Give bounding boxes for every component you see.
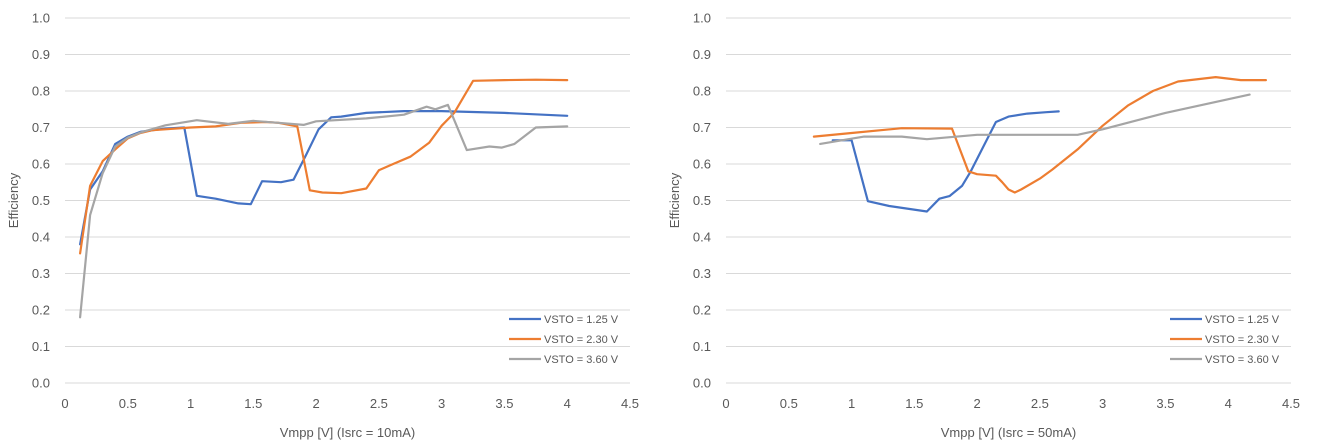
chart-left: 0.0 0.1 0.2 0.3 0.4 0.5 0.6 0.7 0.8 0.9 1.0 0 0.5 1 1.… bbox=[6, 11, 639, 441]
series-line-3 bbox=[79, 103, 569, 319]
x-tick-label: 2 bbox=[973, 396, 980, 411]
y-tick-label: 0.0 bbox=[693, 376, 711, 391]
legend-label-2: VSTO = 2.30 V bbox=[544, 334, 619, 346]
y-tick-label: 0.2 bbox=[693, 303, 711, 318]
y-tick-label: 0.1 bbox=[32, 339, 50, 354]
legend-label-1: VSTO = 1.25 V bbox=[1205, 314, 1280, 326]
y-axis-title: Efficiency bbox=[667, 172, 682, 228]
series-line-3 bbox=[819, 93, 1251, 145]
y-tick-label: 0.6 bbox=[32, 157, 50, 172]
x-tick-label: 0 bbox=[722, 396, 729, 411]
x-tick-label: 4.5 bbox=[1282, 396, 1300, 411]
x-tick-label: 0.5 bbox=[119, 396, 137, 411]
y-tick-label: 0.2 bbox=[32, 303, 50, 318]
x-tick-label: 3 bbox=[1099, 396, 1106, 411]
x-tick-label: 3.5 bbox=[495, 396, 513, 411]
y-tick-label: 0.0 bbox=[32, 376, 50, 391]
x-tick-label: 2.5 bbox=[1031, 396, 1049, 411]
y-tick-label: 0.8 bbox=[693, 84, 711, 99]
legend-label-2: VSTO = 2.30 V bbox=[1205, 334, 1280, 346]
x-tick-label: 4 bbox=[1225, 396, 1232, 411]
legend-label-1: VSTO = 1.25 V bbox=[544, 314, 619, 326]
legend-label-3: VSTO = 3.60 V bbox=[1205, 354, 1280, 366]
y-tick-label: 0.3 bbox=[693, 266, 711, 281]
x-axis-title: Vmpp [V] (Isrc = 10mA) bbox=[280, 425, 415, 440]
x-tick-label: 3.5 bbox=[1156, 396, 1174, 411]
x-tick-label: 4.5 bbox=[621, 396, 639, 411]
x-tick-label: 1.5 bbox=[905, 396, 923, 411]
y-axis-title: Efficiency bbox=[6, 172, 21, 228]
y-tick-label: 0.9 bbox=[32, 47, 50, 62]
y-tick-label: 0.7 bbox=[32, 120, 50, 135]
x-tick-label: 1 bbox=[187, 396, 194, 411]
y-tick-label: 0.7 bbox=[693, 120, 711, 135]
y-tick-label: 0.5 bbox=[32, 193, 50, 208]
y-tick-label: 0.4 bbox=[693, 230, 711, 245]
y-tick-label: 0.9 bbox=[693, 47, 711, 62]
x-tick-label: 2 bbox=[312, 396, 319, 411]
chart-right: 0.0 0.1 0.2 0.3 0.4 0.5 0.6 0.7 0.8 0.9 1.0 0 0.5 1 1.… bbox=[667, 11, 1300, 441]
y-tick-label: 1.0 bbox=[693, 11, 711, 26]
x-tick-label: 0 bbox=[61, 396, 68, 411]
y-tick-label: 0.3 bbox=[32, 266, 50, 281]
series-line-2 bbox=[79, 78, 569, 255]
y-tick-label: 0.4 bbox=[32, 230, 50, 245]
y-tick-label: 0.5 bbox=[693, 193, 711, 208]
y-tick-label: 0.6 bbox=[693, 157, 711, 172]
y-tick-label: 1.0 bbox=[32, 11, 50, 26]
x-tick-label: 3 bbox=[438, 396, 445, 411]
x-axis-title: Vmpp [V] (Isrc = 50mA) bbox=[941, 425, 1076, 440]
y-tick-label: 0.1 bbox=[693, 339, 711, 354]
x-tick-label: 4 bbox=[564, 396, 571, 411]
series-line-2 bbox=[812, 76, 1267, 194]
series-line-1 bbox=[831, 110, 1060, 213]
x-tick-label: 1 bbox=[848, 396, 855, 411]
x-tick-label: 0.5 bbox=[780, 396, 798, 411]
legend-label-3: VSTO = 3.60 V bbox=[544, 354, 619, 366]
y-tick-label: 0.8 bbox=[32, 84, 50, 99]
x-tick-label: 1.5 bbox=[244, 396, 262, 411]
x-tick-label: 2.5 bbox=[370, 396, 388, 411]
